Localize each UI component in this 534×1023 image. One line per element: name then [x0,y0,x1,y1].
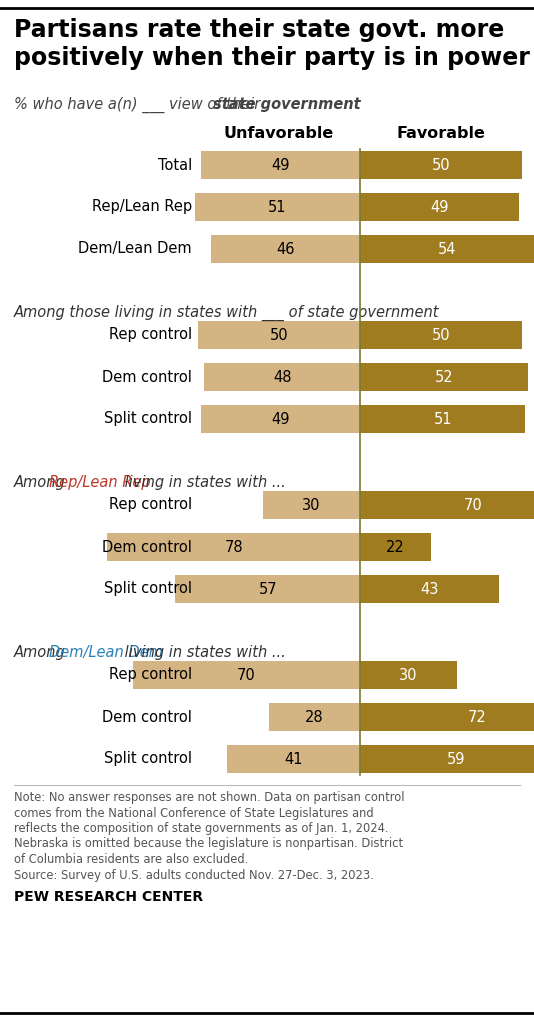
Text: 30: 30 [302,497,320,513]
Text: 50: 50 [431,327,450,343]
Text: Dem control: Dem control [102,369,192,385]
Text: 46: 46 [276,241,295,257]
Text: 41: 41 [284,752,303,766]
Text: 54: 54 [438,241,457,257]
Text: Dem control: Dem control [102,539,192,554]
Text: state government: state government [213,97,360,112]
Text: 49: 49 [271,411,290,427]
Text: Unfavorable: Unfavorable [224,126,334,141]
Text: 22: 22 [386,539,405,554]
Text: Dem/Lean Dem: Dem/Lean Dem [50,644,163,660]
Text: of Columbia residents are also excluded.: of Columbia residents are also excluded. [14,853,248,866]
Text: Among those living in states with ___ of state government: Among those living in states with ___ of… [14,305,439,321]
Text: Total: Total [158,158,192,173]
Text: 49: 49 [430,199,449,215]
Text: reflects the composition of state governments as of Jan. 1, 2024.: reflects the composition of state govern… [14,822,389,835]
Text: 52: 52 [435,369,453,385]
Text: Rep control: Rep control [109,327,192,343]
Text: Rep/Lean Rep: Rep/Lean Rep [92,199,192,215]
Text: Among: Among [14,644,70,660]
Bar [198,321,360,349]
Bar [360,661,457,690]
Text: comes from the National Conference of State Legislatures and: comes from the National Conference of St… [14,806,374,819]
Bar [195,193,360,221]
Text: Note: No answer responses are not shown. Data on partisan control: Note: No answer responses are not shown.… [14,791,404,804]
Text: Partisans rate their state govt. more
positively when their party is in power: Partisans rate their state govt. more po… [14,18,530,70]
Bar [205,363,360,391]
Text: Dem/Lean Dem: Dem/Lean Dem [78,241,192,257]
Bar [201,405,360,433]
Text: 50: 50 [270,327,288,343]
Bar [201,151,360,179]
Text: 70: 70 [237,667,256,682]
Text: 43: 43 [420,581,439,596]
Bar [360,151,522,179]
Bar [360,575,499,603]
Text: Split control: Split control [104,581,192,596]
Text: 70: 70 [464,497,483,513]
Text: 30: 30 [399,667,418,682]
Text: living in states with ...: living in states with ... [120,644,286,660]
Text: 50: 50 [431,158,450,173]
Text: Favorable: Favorable [397,126,485,141]
Bar [175,575,360,603]
Text: Rep control: Rep control [109,667,192,682]
Text: 49: 49 [271,158,290,173]
Bar [360,703,534,731]
Text: Split control: Split control [104,752,192,766]
Text: Rep/Lean Rep: Rep/Lean Rep [50,475,151,490]
Text: living in states with ...: living in states with ... [120,475,286,490]
Bar [360,491,534,519]
Text: Among: Among [14,475,70,490]
Bar [360,321,522,349]
Text: Dem control: Dem control [102,710,192,724]
Bar [360,193,519,221]
Bar [211,235,360,263]
Text: 72: 72 [467,710,486,724]
Text: Split control: Split control [104,411,192,427]
Bar [133,661,360,690]
Text: 28: 28 [305,710,324,724]
Text: Source: Survey of U.S. adults conducted Nov. 27-Dec. 3, 2023.: Source: Survey of U.S. adults conducted … [14,869,374,882]
Bar [263,491,360,519]
Bar [360,405,525,433]
Bar [227,745,360,773]
Text: Rep control: Rep control [109,497,192,513]
Bar [360,533,431,561]
Text: PEW RESEARCH CENTER: PEW RESEARCH CENTER [14,890,203,904]
Text: 48: 48 [273,369,292,385]
Text: Nebraska is omitted because the legislature is nonpartisan. District: Nebraska is omitted because the legislat… [14,838,403,850]
Text: % who have a(n) ___ view of their: % who have a(n) ___ view of their [14,97,265,114]
Bar [360,745,534,773]
Bar [107,533,360,561]
Text: 51: 51 [434,411,452,427]
Bar [360,235,534,263]
Bar [269,703,360,731]
Text: 78: 78 [224,539,243,554]
Text: 59: 59 [446,752,465,766]
Text: 57: 57 [258,581,277,596]
Bar [360,363,529,391]
Text: 51: 51 [268,199,287,215]
